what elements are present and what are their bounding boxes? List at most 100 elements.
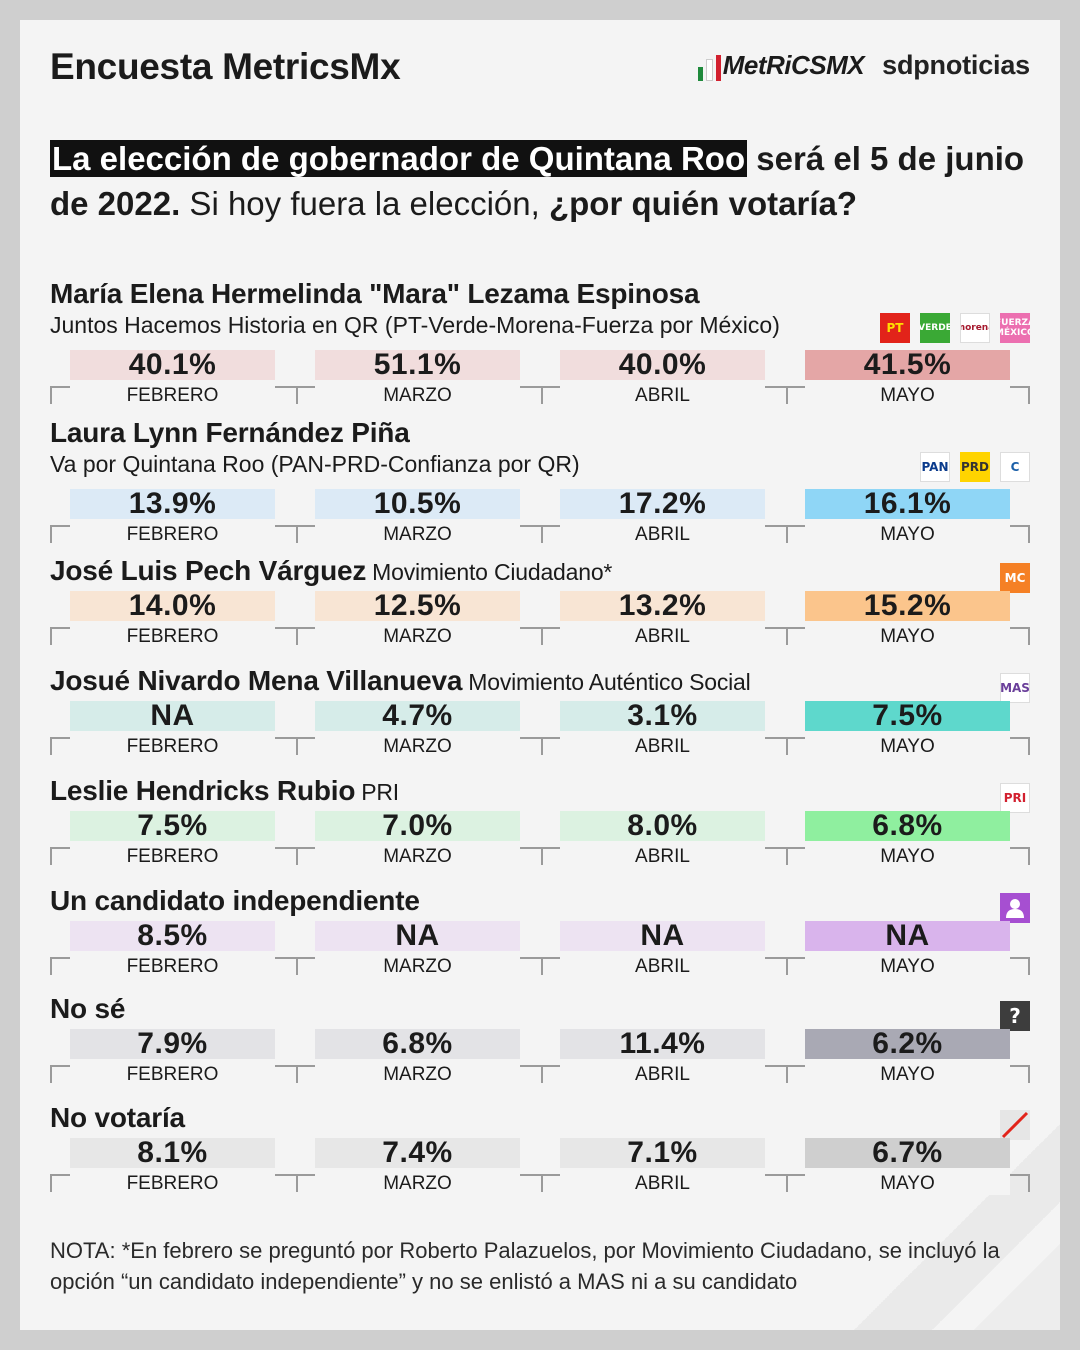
value-cell: 14.0% bbox=[70, 589, 275, 622]
month-label: ABRIL bbox=[560, 1173, 765, 1195]
value-cell: 17.2% bbox=[560, 487, 765, 520]
axis-tick bbox=[296, 525, 298, 543]
party-logos: PT VERDE morena FUERZA MÉXICO bbox=[880, 313, 1030, 343]
party-logos bbox=[1000, 1110, 1030, 1140]
value-cell: 11.4% bbox=[560, 1027, 765, 1060]
axis-tick bbox=[541, 847, 543, 865]
value-cell: 6.7% bbox=[805, 1136, 1010, 1169]
candidate-name-text: No sé bbox=[50, 993, 126, 1024]
month-label: MAYO bbox=[805, 1064, 1010, 1086]
month-label: MARZO bbox=[315, 846, 520, 868]
candidate-party: PRI bbox=[361, 779, 399, 805]
value-cell: 13.2% bbox=[560, 589, 765, 622]
metricsmx-logo: MetRiCSMX bbox=[697, 50, 865, 81]
party-logos: ? bbox=[1000, 1001, 1030, 1031]
value-cell: 6.2% bbox=[805, 1027, 1010, 1060]
candidate-block: José Luis Pech Várguez Movimiento Ciudada… bbox=[50, 555, 1030, 648]
party-logo-icon: PRI bbox=[1000, 783, 1030, 813]
axis-tick bbox=[541, 627, 543, 645]
axis-tick bbox=[786, 737, 788, 755]
month-label: MARZO bbox=[315, 524, 520, 546]
slash-icon bbox=[1000, 1110, 1030, 1140]
party-logo-icon: C bbox=[1000, 452, 1030, 482]
candidate-name-text: María Elena Hermelinda "Mara" Lezama Esp… bbox=[50, 278, 700, 309]
axis-tick bbox=[541, 737, 543, 755]
month-label: MAYO bbox=[805, 626, 1010, 648]
axis-tick bbox=[541, 386, 543, 404]
value-cell: NA bbox=[315, 919, 520, 952]
candidate-block: Leslie Hendricks Rubio PRI PRI 7.5% 7.0% 8.0%… bbox=[50, 775, 1030, 868]
candidate-name-text: Leslie Hendricks Rubio bbox=[50, 775, 356, 806]
axis-tick bbox=[786, 1174, 788, 1192]
month-label: MAYO bbox=[805, 846, 1010, 868]
axis-tick bbox=[541, 1174, 543, 1192]
party-logo-icon: MC bbox=[1000, 563, 1030, 593]
month-label: MARZO bbox=[315, 1173, 520, 1195]
axis-tick bbox=[296, 957, 298, 975]
party-logos bbox=[1000, 893, 1030, 923]
month-axis bbox=[50, 847, 1030, 865]
value-cell: 3.1% bbox=[560, 699, 765, 732]
candidate-block: Laura Lynn Fernández Piña Va por Quintana… bbox=[50, 417, 1030, 546]
value-cell: 41.5% bbox=[805, 348, 1010, 381]
month-labels: FEBRERO MARZO ABRIL MAYO bbox=[70, 524, 1010, 546]
month-label: ABRIL bbox=[560, 956, 765, 978]
candidate-block: Un candidato independiente 8.5% NA NA NA FEBR… bbox=[50, 885, 1030, 978]
month-axis bbox=[50, 957, 1030, 975]
candidate-name: Josué Nivardo Mena Villanueva Movimiento … bbox=[50, 665, 1030, 697]
month-label: MARZO bbox=[315, 956, 520, 978]
month-labels: FEBRERO MARZO ABRIL MAYO bbox=[70, 736, 1010, 758]
month-label: MAYO bbox=[805, 524, 1010, 546]
party-logos: MC bbox=[1000, 563, 1030, 593]
axis-tick bbox=[296, 627, 298, 645]
value-cell: 7.1% bbox=[560, 1136, 765, 1169]
axis-tick bbox=[786, 847, 788, 865]
month-label: MAYO bbox=[805, 1173, 1010, 1195]
month-labels: FEBRERO MARZO ABRIL MAYO bbox=[70, 846, 1010, 868]
candidate-block: No votaría 8.1% 7.4% 7.1% 6.7% FEBRERO MARZO AB… bbox=[50, 1102, 1030, 1195]
candidate-party: Movimiento Auténtico Social bbox=[468, 669, 751, 695]
month-labels: FEBRERO MARZO ABRIL MAYO bbox=[70, 385, 1010, 407]
values-row: 8.1% 7.4% 7.1% 6.7% bbox=[70, 1136, 1010, 1169]
party-logo-icon: FUERZA MÉXICO bbox=[1000, 313, 1030, 343]
value-cell: 15.2% bbox=[805, 589, 1010, 622]
party-logos: PRI bbox=[1000, 783, 1030, 813]
axis-tick bbox=[786, 957, 788, 975]
candidate-name: María Elena Hermelinda "Mara" Lezama Esp… bbox=[50, 278, 1030, 310]
value-cell: 7.4% bbox=[315, 1136, 520, 1169]
value-cell: 10.5% bbox=[315, 487, 520, 520]
month-label: MARZO bbox=[315, 736, 520, 758]
party-logo-icon: VERDE bbox=[920, 313, 950, 343]
values-row: 7.5% 7.0% 8.0% 6.8% bbox=[70, 809, 1010, 842]
values-row: 14.0% 12.5% 13.2% 15.2% bbox=[70, 589, 1010, 622]
month-label: MAYO bbox=[805, 736, 1010, 758]
axis-tick bbox=[296, 847, 298, 865]
month-axis bbox=[50, 1065, 1030, 1083]
candidate-name-text: Josué Nivardo Mena Villanueva bbox=[50, 665, 463, 696]
month-label: MARZO bbox=[315, 1064, 520, 1086]
value-cell: 12.5% bbox=[315, 589, 520, 622]
month-label: ABRIL bbox=[560, 736, 765, 758]
month-label: MARZO bbox=[315, 626, 520, 648]
axis-tick bbox=[786, 1065, 788, 1083]
header-logos: MetRiCSMX sdpnoticias bbox=[697, 50, 1030, 81]
poll-card: Encuesta MetricsMx MetRiCSMX sdpnoticias… bbox=[20, 20, 1060, 1330]
party-logo-icon: PRD bbox=[960, 452, 990, 482]
survey-question: La elección de gobernador de Quintana Ro… bbox=[50, 136, 1040, 226]
month-label: FEBRERO bbox=[70, 846, 275, 868]
question-text: Si hoy fuera la elección, bbox=[180, 185, 549, 222]
value-cell: 7.5% bbox=[805, 699, 1010, 732]
value-cell: 40.1% bbox=[70, 348, 275, 381]
values-row: 7.9% 6.8% 11.4% 6.2% bbox=[70, 1027, 1010, 1060]
month-label: FEBRERO bbox=[70, 956, 275, 978]
party-logos: MAS bbox=[1000, 673, 1030, 703]
party-logo-icon: PT bbox=[880, 313, 910, 343]
candidate-name-text: No votaría bbox=[50, 1102, 185, 1133]
value-cell: 6.8% bbox=[805, 809, 1010, 842]
month-label: ABRIL bbox=[560, 385, 765, 407]
page-title: Encuesta MetricsMx bbox=[50, 46, 401, 87]
month-label: FEBRERO bbox=[70, 626, 275, 648]
value-cell: NA bbox=[70, 699, 275, 732]
month-label: MAYO bbox=[805, 956, 1010, 978]
candidate-party: Va por Quintana Roo (PAN-PRD-Confianza p… bbox=[50, 451, 580, 477]
